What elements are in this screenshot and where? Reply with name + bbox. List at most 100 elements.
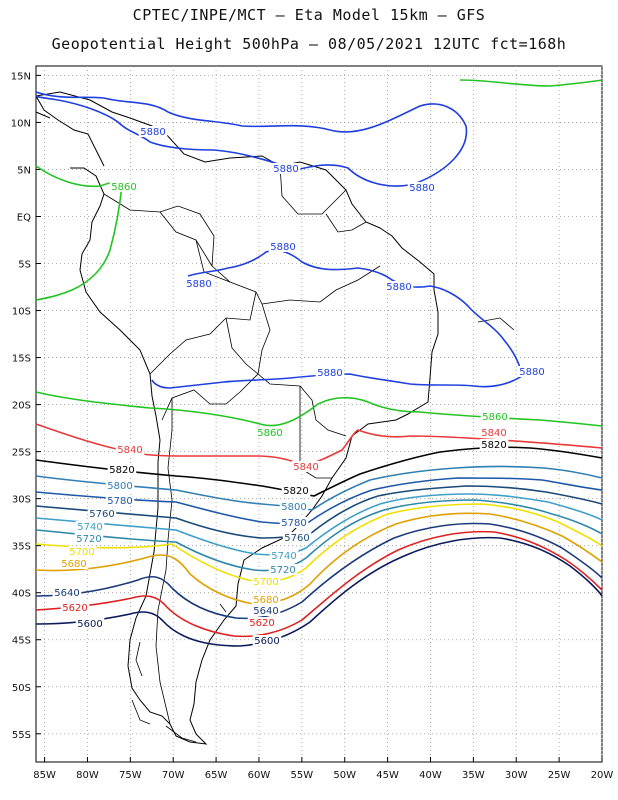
- map-title: CPTEC/INPE/MCT – Eta Model 15km – GFS: [132, 6, 486, 24]
- contour-line-5880: [151, 249, 523, 389]
- contour-label-5620: 5620: [62, 603, 87, 614]
- contour-label-5800: 5800: [281, 502, 306, 513]
- lat-tick-label: 50S: [12, 683, 31, 694]
- contour-label-bg: [282, 532, 312, 543]
- contour-label-5840: 5840: [481, 428, 506, 439]
- contour-line-5740: [35, 493, 603, 556]
- contour-label-bg: [75, 618, 105, 629]
- contour-label-bg: [279, 501, 309, 512]
- contour-label-5780: 5780: [107, 496, 132, 507]
- contour-label-bg: [74, 533, 104, 544]
- contour-label-bg: [60, 602, 90, 613]
- contour-line-5820: [35, 446, 603, 497]
- contour-label-bg: [517, 366, 547, 377]
- lat-tick-label: 25S: [12, 448, 31, 459]
- lat-tick-label: 10S: [12, 307, 31, 318]
- contour-label-bg: [407, 182, 437, 193]
- contour-label-bg: [315, 367, 345, 378]
- contour-label-5720: 5720: [76, 534, 101, 545]
- lon-tick-label: 30W: [505, 770, 528, 781]
- contour-label-bg: [87, 508, 117, 519]
- lat-tick-label: 10N: [11, 118, 31, 129]
- contour-label-5800: 5800: [107, 481, 132, 492]
- contour-label-5860: 5860: [257, 428, 282, 439]
- south-america-coastline: [35, 91, 439, 745]
- lon-tick-label: 55W: [291, 770, 314, 781]
- contour-label-5860: 5860: [111, 182, 136, 193]
- contour-line-5800: [35, 465, 603, 511]
- contour-label-5680: 5680: [253, 595, 278, 606]
- contour-line-5760: [35, 485, 603, 539]
- contour-line-5640: [35, 522, 603, 620]
- contour-label-bg: [480, 411, 510, 422]
- contour-line-5860: [35, 391, 603, 427]
- lon-tick-label: 45W: [376, 770, 399, 781]
- contour-label-bg: [479, 439, 509, 450]
- lon-tick-label: 25W: [548, 770, 571, 781]
- contour-label-5880: 5880: [409, 183, 434, 194]
- lat-tick-label: 45S: [12, 636, 31, 647]
- lon-tick-label: 40W: [419, 770, 442, 781]
- lat-tick-label: 30S: [12, 495, 31, 506]
- contour-label-5760: 5760: [284, 533, 309, 544]
- contour-label-5680: 5680: [61, 559, 86, 570]
- lon-tick-label: 50W: [333, 770, 356, 781]
- contour-label-bg: [279, 517, 309, 528]
- lat-tick-label: 15N: [11, 71, 31, 82]
- contour-label-bg: [184, 278, 214, 289]
- contour-label-5820: 5820: [481, 440, 506, 451]
- contour-label-bg: [107, 464, 137, 475]
- lat-tick-label: 20S: [12, 401, 31, 412]
- contour-label-bg: [251, 594, 281, 605]
- contour-label-bg: [75, 521, 105, 532]
- lon-tick-label: 60W: [248, 770, 271, 781]
- contour-label-5860: 5860: [482, 412, 507, 423]
- contour-label-5880: 5880: [270, 242, 295, 253]
- contour-label-5820: 5820: [283, 486, 308, 497]
- contour-line-5860: [35, 165, 123, 301]
- map-subtitle: Geopotential Height 500hPa – 08/05/2021 …: [51, 35, 567, 53]
- contour-labels: 5880 5880 5880 5880 5880 5880 5880 5880 5860 5860…: [52, 126, 547, 647]
- contour-label-bg: [59, 558, 89, 569]
- contour-label-bg: [291, 461, 321, 472]
- map-frame: [35, 65, 603, 763]
- contour-line-5600: [35, 536, 603, 647]
- contour-label-bg: [384, 281, 414, 292]
- contour-label-bg: [52, 587, 82, 598]
- contour-label-bg: [138, 126, 168, 137]
- contour-label-5600: 5600: [77, 619, 102, 630]
- lon-tick-label: 85W: [33, 770, 56, 781]
- lat-tick-label: 40S: [12, 589, 31, 600]
- contour-label-5720: 5720: [270, 565, 295, 576]
- contour-label-bg: [251, 576, 281, 587]
- contour-label-5640: 5640: [253, 606, 278, 617]
- lat-tick-label: 5S: [18, 260, 31, 271]
- contour-label-5640: 5640: [54, 588, 79, 599]
- contour-label-bg: [255, 427, 285, 438]
- contour-line-5880: [35, 91, 468, 187]
- contour-label-5700: 5700: [253, 577, 278, 588]
- contour-line-5840: [35, 423, 603, 467]
- lon-tick-label: 75W: [119, 770, 142, 781]
- lat-tick-label: EQ: [17, 212, 31, 223]
- contour-label-bg: [281, 485, 311, 496]
- lat-tick-label: 5N: [17, 165, 31, 176]
- contour-label-bg: [115, 444, 145, 455]
- lat-tick-label: 55S: [12, 730, 31, 741]
- contour-label-bg: [109, 181, 139, 192]
- contour-label-5880: 5880: [519, 367, 544, 378]
- contour-label-5700: 5700: [69, 547, 94, 558]
- lat-tick-label: 35S: [12, 542, 31, 553]
- contour-line-5860: [459, 79, 603, 87]
- contour-line-5780: [35, 477, 603, 525]
- coastal-islands: [131, 317, 515, 743]
- contour-label-5880: 5880: [386, 282, 411, 293]
- lon-tick-label: 20W: [591, 770, 614, 781]
- contour-label-5600: 5600: [254, 636, 279, 647]
- contour-label-5780: 5780: [281, 518, 306, 529]
- contour-line-5620: [35, 530, 603, 638]
- contour-label-bg: [105, 495, 135, 506]
- geopotential-contours: [35, 79, 603, 647]
- contour-label-5740: 5740: [271, 551, 296, 562]
- contour-label-bg: [479, 427, 509, 438]
